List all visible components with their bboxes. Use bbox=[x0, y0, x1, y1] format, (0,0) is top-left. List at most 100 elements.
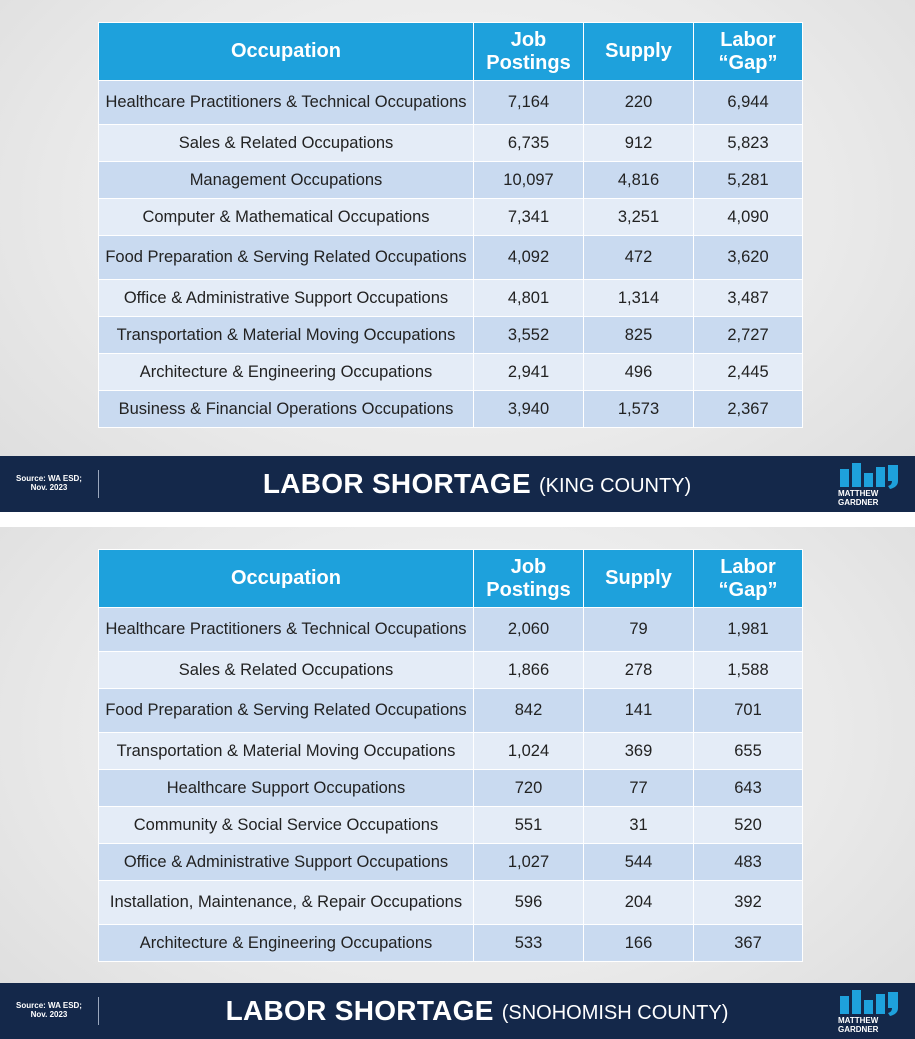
cell-occupation: Computer & Mathematical Occupations bbox=[98, 198, 474, 236]
cell-supply: 544 bbox=[583, 843, 694, 881]
cell-job-postings: 533 bbox=[473, 924, 584, 962]
table-row: Healthcare Support Occupations 720 77 64… bbox=[98, 769, 803, 807]
table-row: Food Preparation & Serving Related Occup… bbox=[98, 235, 803, 280]
source-note: Source: WA ESD; Nov. 2023 bbox=[16, 474, 82, 492]
cell-job-postings: 720 bbox=[473, 769, 584, 807]
cell-gap: 5,281 bbox=[693, 161, 803, 199]
cell-supply: 472 bbox=[583, 235, 694, 280]
source-note: Source: WA ESD; Nov. 2023 bbox=[16, 1001, 82, 1019]
cell-job-postings: 1,024 bbox=[473, 732, 584, 770]
cell-supply: 496 bbox=[583, 353, 694, 391]
table-row: Sales & Related Occupations 1,866 278 1,… bbox=[98, 651, 803, 689]
table-header-row: Occupation Job Postings Supply Labor “Ga… bbox=[98, 22, 803, 81]
footer-bar: Source: WA ESD; Nov. 2023 LABOR SHORTAGE… bbox=[0, 456, 915, 512]
logo-bars-icon bbox=[840, 990, 898, 1016]
table-row: Computer & Mathematical Occupations 7,34… bbox=[98, 198, 803, 236]
cell-gap: 367 bbox=[693, 924, 803, 962]
slide-snohomish-county: Occupation Job Postings Supply Labor “Ga… bbox=[0, 527, 915, 1039]
cell-occupation: Office & Administrative Support Occupati… bbox=[98, 843, 474, 881]
cell-gap: 3,620 bbox=[693, 235, 803, 280]
cell-occupation: Transportation & Material Moving Occupat… bbox=[98, 732, 474, 770]
cell-job-postings: 551 bbox=[473, 806, 584, 844]
cell-occupation: Business & Financial Operations Occupati… bbox=[98, 390, 474, 428]
cell-gap: 5,823 bbox=[693, 124, 803, 162]
matthew-gardner-logo-icon: MATTHEW GARDNER bbox=[838, 988, 908, 1034]
table-row: Architecture & Engineering Occupations 5… bbox=[98, 924, 803, 962]
cell-occupation: Sales & Related Occupations bbox=[98, 651, 474, 689]
cell-occupation: Installation, Maintenance, & Repair Occu… bbox=[98, 880, 474, 925]
cell-job-postings: 4,801 bbox=[473, 279, 584, 317]
labor-table: Occupation Job Postings Supply Labor “Ga… bbox=[98, 22, 803, 428]
cell-gap: 2,367 bbox=[693, 390, 803, 428]
cell-supply: 912 bbox=[583, 124, 694, 162]
header-labor-gap: Labor “Gap” bbox=[693, 22, 803, 81]
footer-divider bbox=[98, 997, 99, 1025]
cell-gap: 2,445 bbox=[693, 353, 803, 391]
cell-job-postings: 3,940 bbox=[473, 390, 584, 428]
cell-gap: 655 bbox=[693, 732, 803, 770]
header-supply: Supply bbox=[583, 22, 694, 81]
table-row: Healthcare Practitioners & Technical Occ… bbox=[98, 607, 803, 652]
matthew-gardner-logo-icon: MATTHEW GARDNER bbox=[838, 461, 908, 507]
cell-supply: 4,816 bbox=[583, 161, 694, 199]
cell-supply: 79 bbox=[583, 607, 694, 652]
cell-gap: 3,487 bbox=[693, 279, 803, 317]
logo-text: MATTHEW GARDNER bbox=[838, 1016, 879, 1034]
footer-bar: Source: WA ESD; Nov. 2023 LABOR SHORTAGE… bbox=[0, 983, 915, 1039]
header-occupation: Occupation bbox=[98, 549, 474, 608]
footer-divider bbox=[98, 470, 99, 498]
cell-occupation: Architecture & Engineering Occupations bbox=[98, 353, 474, 391]
cell-gap: 1,981 bbox=[693, 607, 803, 652]
cell-occupation: Healthcare Support Occupations bbox=[98, 769, 474, 807]
cell-supply: 825 bbox=[583, 316, 694, 354]
table-row: Community & Social Service Occupations 5… bbox=[98, 806, 803, 844]
labor-table: Occupation Job Postings Supply Labor “Ga… bbox=[98, 549, 803, 962]
cell-occupation: Sales & Related Occupations bbox=[98, 124, 474, 162]
header-labor-gap: Labor “Gap” bbox=[693, 549, 803, 608]
cell-job-postings: 1,866 bbox=[473, 651, 584, 689]
cell-gap: 2,727 bbox=[693, 316, 803, 354]
table-row: Business & Financial Operations Occupati… bbox=[98, 390, 803, 428]
cell-supply: 220 bbox=[583, 80, 694, 125]
logo-text: MATTHEW GARDNER bbox=[838, 489, 879, 507]
table-row: Transportation & Material Moving Occupat… bbox=[98, 732, 803, 770]
cell-supply: 141 bbox=[583, 688, 694, 733]
cell-gap: 1,588 bbox=[693, 651, 803, 689]
table-row: Office & Administrative Support Occupati… bbox=[98, 279, 803, 317]
cell-gap: 4,090 bbox=[693, 198, 803, 236]
cell-supply: 166 bbox=[583, 924, 694, 962]
table-row: Healthcare Practitioners & Technical Occ… bbox=[98, 80, 803, 125]
slide-title-county: (KING COUNTY) bbox=[538, 475, 692, 497]
cell-job-postings: 596 bbox=[473, 880, 584, 925]
cell-supply: 278 bbox=[583, 651, 694, 689]
cell-job-postings: 3,552 bbox=[473, 316, 584, 354]
header-job-postings: Job Postings bbox=[473, 549, 584, 608]
cell-occupation: Office & Administrative Support Occupati… bbox=[98, 279, 474, 317]
header-supply: Supply bbox=[583, 549, 694, 608]
cell-job-postings: 7,341 bbox=[473, 198, 584, 236]
cell-supply: 204 bbox=[583, 880, 694, 925]
cell-supply: 369 bbox=[583, 732, 694, 770]
slide-title: LABOR SHORTAGE (KING COUNTY) bbox=[99, 456, 855, 512]
cell-job-postings: 6,735 bbox=[473, 124, 584, 162]
cell-gap: 6,944 bbox=[693, 80, 803, 125]
cell-occupation: Food Preparation & Serving Related Occup… bbox=[98, 688, 474, 733]
table-row: Sales & Related Occupations 6,735 912 5,… bbox=[98, 124, 803, 162]
cell-occupation: Transportation & Material Moving Occupat… bbox=[98, 316, 474, 354]
cell-gap: 483 bbox=[693, 843, 803, 881]
slide-title-main: LABOR SHORTAGE bbox=[225, 995, 494, 1026]
cell-occupation: Healthcare Practitioners & Technical Occ… bbox=[98, 607, 474, 652]
table-row: Office & Administrative Support Occupati… bbox=[98, 843, 803, 881]
table-row: Installation, Maintenance, & Repair Occu… bbox=[98, 880, 803, 925]
cell-supply: 77 bbox=[583, 769, 694, 807]
cell-supply: 31 bbox=[583, 806, 694, 844]
cell-gap: 701 bbox=[693, 688, 803, 733]
table-row: Architecture & Engineering Occupations 2… bbox=[98, 353, 803, 391]
table-row: Food Preparation & Serving Related Occup… bbox=[98, 688, 803, 733]
slide-king-county: Occupation Job Postings Supply Labor “Ga… bbox=[0, 0, 915, 512]
cell-job-postings: 4,092 bbox=[473, 235, 584, 280]
cell-job-postings: 2,060 bbox=[473, 607, 584, 652]
slide-title: LABOR SHORTAGE (SNOHOMISH COUNTY) bbox=[99, 983, 855, 1039]
cell-supply: 1,314 bbox=[583, 279, 694, 317]
cell-gap: 520 bbox=[693, 806, 803, 844]
